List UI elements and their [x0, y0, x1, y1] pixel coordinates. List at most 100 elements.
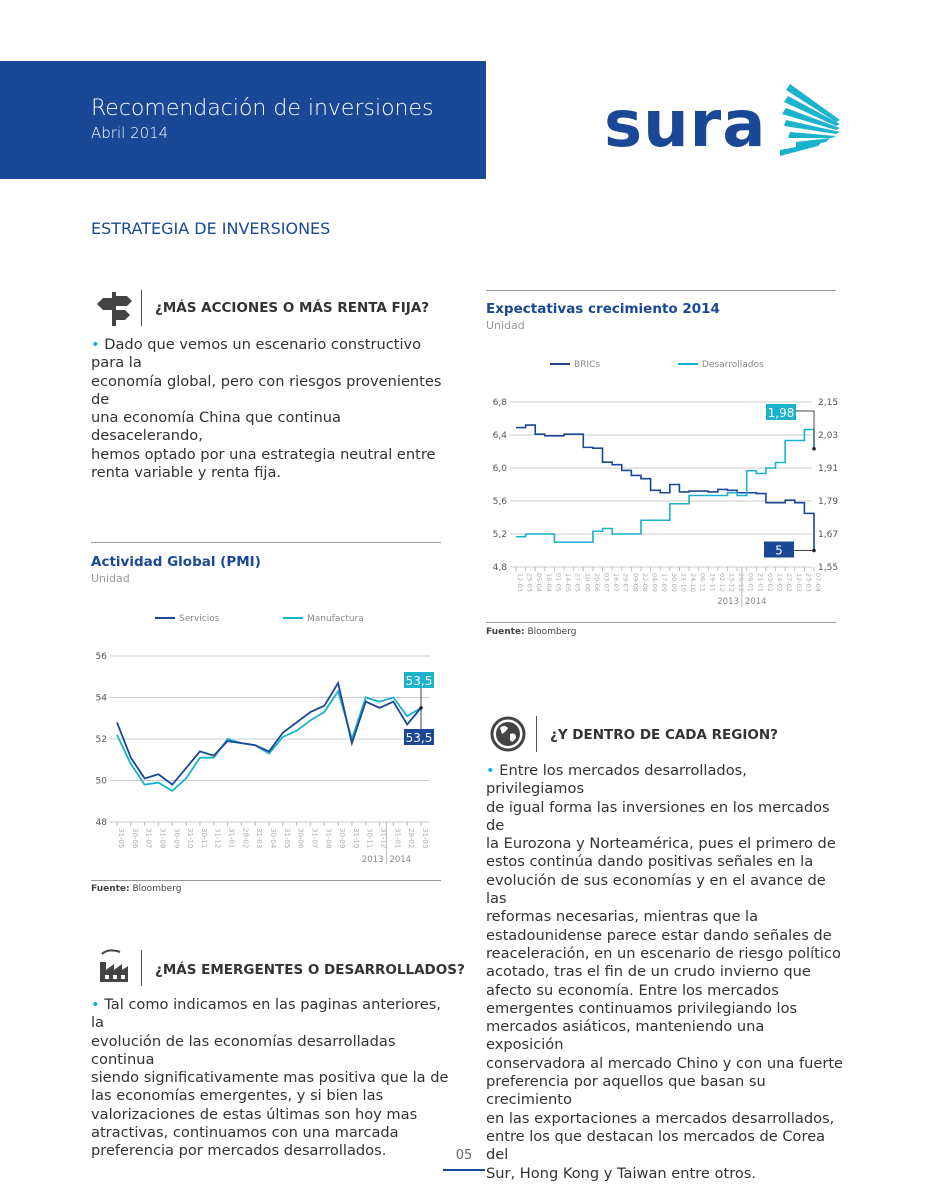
svg-text:sura: sura	[604, 88, 766, 160]
factory-icon	[100, 949, 128, 982]
x-tick-label: 07-04	[814, 573, 822, 592]
chart-source: Fuente: Bloomberg	[486, 627, 577, 637]
x-tick-label: 21-01	[756, 573, 764, 592]
series-line-manufactura	[116, 689, 422, 792]
legend-label: BRICs	[574, 360, 600, 370]
end-label: 1,98	[768, 406, 795, 420]
x-tick-label: 23-03	[804, 573, 812, 592]
divider	[536, 716, 537, 752]
year-label: 2014	[389, 855, 411, 865]
series-line-desarrollados	[516, 428, 815, 544]
x-tick-label: 05-04	[535, 573, 543, 592]
series-line-servicios	[116, 680, 422, 786]
chart-title: Actividad Global (PMI)	[91, 554, 261, 570]
x-tick-label: 31-08	[158, 828, 166, 848]
x-tick-label: 13-12	[727, 573, 735, 592]
x-tick-label: 27-02	[785, 573, 793, 592]
x-tick-label: 14-05	[564, 573, 572, 592]
chart-unit: Unidad	[91, 572, 130, 585]
page-number: 05	[455, 1148, 473, 1163]
legend-label: Servicios	[179, 614, 220, 624]
end-label: 53,5	[406, 674, 433, 688]
x-tick-label: 27-05	[574, 573, 582, 592]
end-label-box	[404, 672, 434, 688]
y-right-tick-label: 1,67	[818, 530, 838, 540]
paragraph: • Dado que vemos un escenario constructi…	[91, 336, 442, 482]
question-heading: ¿MÁS ACCIONES O MÁS RENTA FIJA?	[155, 300, 430, 316]
x-tick-label: 28-02	[241, 828, 249, 848]
y-right-tick-label: 1,79	[818, 497, 838, 507]
paragraph: • Entre los mercados desarrollados, priv…	[486, 762, 844, 1182]
x-tick-label: 30-11	[366, 828, 374, 848]
legend-label: Manufactura	[307, 614, 364, 624]
y-right-tick-label: 1,55	[818, 563, 838, 573]
divider	[91, 542, 441, 543]
year-label: 2014	[745, 597, 767, 607]
x-tick-label: 12-03	[516, 573, 524, 592]
end-label: 53,5	[406, 731, 433, 745]
y-left-tick-label: 4,8	[493, 563, 508, 573]
x-tick-label: 30-09	[338, 828, 346, 848]
end-label-box	[404, 729, 434, 745]
x-tick-label: 31-03	[255, 828, 263, 848]
divider	[141, 290, 142, 326]
y-left-tick-label: 5,6	[493, 497, 508, 507]
question-heading: ¿MÁS EMERGENTES O DESARROLLADOS?	[155, 962, 465, 978]
x-tick-label: 01-05	[554, 573, 562, 592]
x-tick-label: 11-10	[679, 573, 687, 592]
x-tick-label: 31-08	[324, 828, 332, 848]
y-tick-label: 48	[96, 818, 108, 828]
x-tick-label: 28-02	[407, 828, 415, 848]
x-tick-label: 31-10	[186, 828, 194, 848]
y-left-tick-label: 6,4	[493, 431, 508, 441]
x-tick-label: 31-05	[117, 828, 125, 848]
divider	[91, 880, 441, 881]
x-tick-label: 31-03	[421, 828, 429, 848]
y-tick-label: 54	[96, 694, 108, 704]
x-tick-label: 08-01	[747, 573, 755, 592]
y-tick-label: 50	[96, 777, 108, 787]
signpost-icon	[97, 292, 132, 326]
x-tick-label: 22-08	[641, 573, 649, 592]
label-leader	[794, 410, 815, 449]
x-tick-label: 25-03	[526, 573, 534, 592]
page-title: Recomendación de inversiones	[91, 96, 434, 121]
page-subtitle: Abril 2014	[91, 124, 169, 142]
page-number-underline	[443, 1169, 485, 1171]
end-label-box	[766, 404, 796, 420]
series-line-brics	[516, 424, 815, 551]
x-tick-label: 30-06	[131, 828, 139, 849]
x-tick-label: 09-08	[631, 573, 639, 592]
sura-logo: sura	[604, 84, 840, 160]
x-tick-label: 30-09	[172, 828, 180, 848]
section-title: ESTRATEGIA DE INVERSIONES	[91, 219, 331, 238]
end-point	[812, 446, 816, 451]
header-banner	[0, 61, 486, 179]
x-tick-label: 17-09	[660, 573, 668, 592]
x-tick-label: 02-12	[718, 573, 726, 592]
x-tick-label: 19-11	[708, 573, 716, 592]
y-tick-label: 52	[96, 735, 107, 745]
x-tick-label: 04-09	[651, 573, 659, 592]
question-heading: ¿Y DENTRO DE CADA REGION?	[550, 727, 778, 743]
pmi-chart: Servicios Manufactura 56 54 52 50 48 31-05 30-06…	[96, 614, 434, 865]
x-tick-label: 31-07	[145, 828, 153, 848]
x-tick-label: 31-07	[310, 828, 318, 848]
chart-unit: Unidad	[486, 319, 525, 332]
x-tick-label: 10-06	[583, 573, 591, 592]
x-tick-label: 31-10	[352, 828, 360, 848]
x-tick-label: 16-07	[612, 573, 620, 592]
x-tick-label: 30-11	[200, 828, 208, 848]
x-tick-label: 29-07	[622, 573, 630, 592]
end-label-box	[764, 541, 794, 558]
x-tick-label: 18-04	[545, 573, 553, 592]
chart-title: Expectativas crecimiento 2014	[486, 301, 720, 317]
x-tick-label: 31-01	[228, 828, 236, 848]
chart-source: Fuente: Bloomberg	[91, 884, 182, 894]
x-tick-label: 03-07	[603, 573, 611, 592]
x-tick-label: 12-03	[795, 573, 803, 592]
x-tick-label: 30-09	[670, 573, 678, 592]
divider	[486, 290, 836, 291]
x-tick-label: 30-06	[297, 828, 305, 849]
